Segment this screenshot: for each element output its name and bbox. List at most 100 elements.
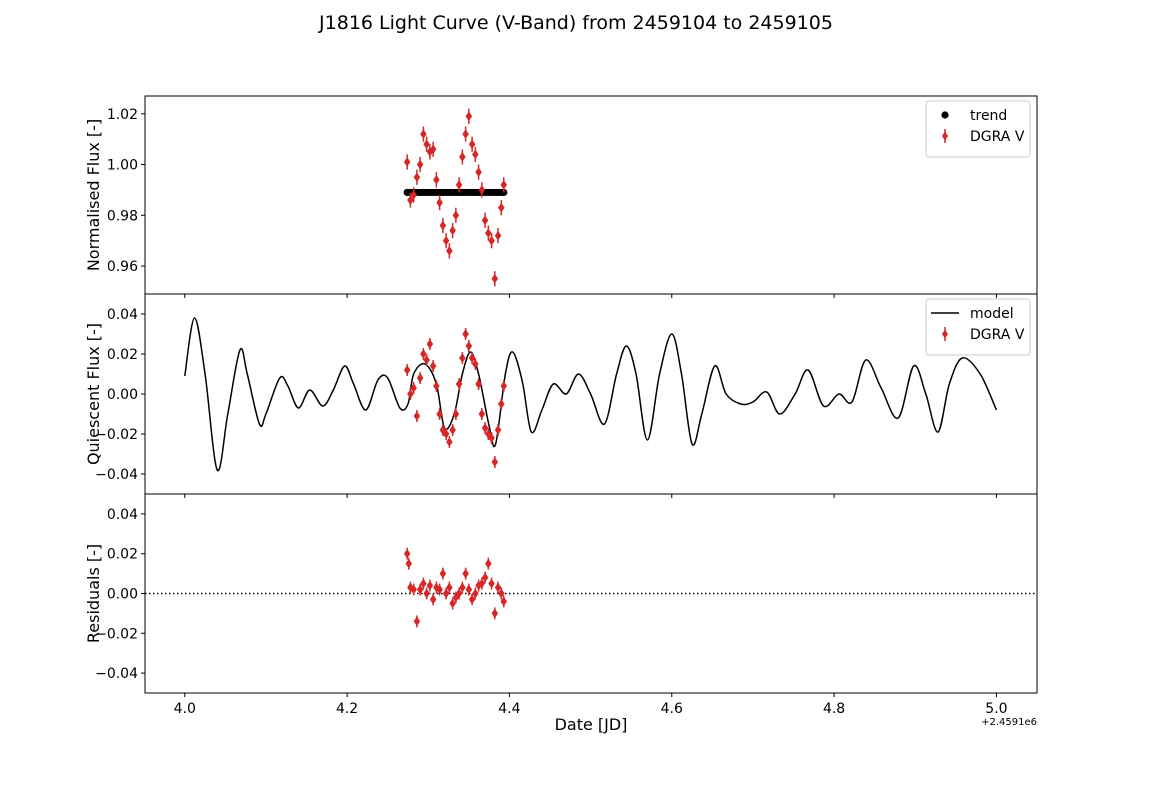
data-point <box>416 373 424 383</box>
top-ylabel: Normalised Flux [-] <box>84 119 103 271</box>
middle-ytick-label: 0.02 <box>107 347 138 363</box>
data-point <box>475 167 482 178</box>
data-point <box>481 572 489 583</box>
middle-ytick-label: −0.04 <box>95 467 138 483</box>
data-point <box>498 399 505 409</box>
data-point <box>481 215 489 226</box>
data-point <box>452 409 460 419</box>
data-point <box>494 230 502 241</box>
data-point <box>416 159 424 170</box>
middle-ytick-label: 0.00 <box>107 387 138 403</box>
bottom-ytick-label: −0.04 <box>95 666 138 682</box>
xtick-label: 4.6 <box>661 701 683 717</box>
data-point <box>405 558 413 569</box>
top-ytick-label: 0.96 <box>107 259 138 275</box>
data-point <box>413 616 421 627</box>
xtick-label: 5.0 <box>985 701 1007 717</box>
data-point <box>475 379 482 389</box>
data-point <box>429 594 437 605</box>
data-point <box>485 558 492 569</box>
data-point <box>465 341 473 351</box>
xtick-label: 4.2 <box>336 701 358 717</box>
data-point <box>468 139 476 150</box>
data-point <box>459 353 466 363</box>
legend-trend-marker <box>941 111 949 119</box>
data-point <box>472 588 479 599</box>
data-point <box>488 433 495 443</box>
data-point <box>423 588 430 599</box>
data-point <box>500 596 508 607</box>
data-point <box>413 411 421 421</box>
data-point <box>403 157 411 167</box>
data-point <box>491 608 499 619</box>
data-point <box>462 329 469 339</box>
data-point <box>426 339 434 349</box>
data-point <box>433 174 440 185</box>
data-point <box>429 361 437 371</box>
data-point <box>420 578 427 589</box>
top-legend <box>925 100 1031 158</box>
data-point <box>442 429 450 439</box>
data-point <box>455 588 463 599</box>
data-point <box>465 584 473 595</box>
data-point <box>468 353 476 363</box>
data-point <box>455 179 463 190</box>
legend-dgra-v-marker <box>942 131 948 141</box>
data-point <box>488 578 495 589</box>
figure-title: J1816 Light Curve (V-Band) from 2459104 … <box>319 12 833 34</box>
data-point <box>449 225 456 236</box>
data-point <box>500 381 508 391</box>
data-point <box>481 423 489 433</box>
top-ytick-label: 0.98 <box>107 208 138 224</box>
x-axis-offset-text: +2.4591e6 <box>981 717 1037 728</box>
data-point <box>468 594 476 605</box>
bottom-ytick-label: 0.02 <box>107 547 138 563</box>
data-point <box>410 383 417 393</box>
data-point <box>478 184 486 195</box>
legend-label: DGRA V <box>970 129 1025 145</box>
data-point <box>433 381 440 391</box>
data-point <box>439 220 447 231</box>
bottom-ylabel: Residuals [-] <box>84 544 103 643</box>
data-point <box>459 151 466 162</box>
data-point <box>420 129 427 140</box>
data-point <box>494 582 502 593</box>
xtick-label: 4.0 <box>174 701 196 717</box>
bottom-dgra-v-series <box>403 547 508 628</box>
middle-ylabel: Quiescent Flux [-] <box>84 323 103 465</box>
data-point <box>442 235 450 246</box>
data-point <box>472 149 479 160</box>
bottom-ytick-label: −0.02 <box>95 626 138 642</box>
top-dgra-v-series <box>403 108 508 287</box>
top-ytick-label: 1.02 <box>107 107 138 123</box>
data-point <box>491 273 499 284</box>
data-point <box>449 425 456 435</box>
xtick-label: 4.4 <box>498 701 520 717</box>
data-point <box>478 578 486 589</box>
data-point <box>491 457 499 467</box>
data-point <box>462 568 469 579</box>
data-point <box>410 584 417 595</box>
data-point <box>407 582 414 593</box>
middle-ytick-label: 0.04 <box>107 307 138 323</box>
x-axis-label: Date [JD] <box>555 715 628 734</box>
data-point <box>423 355 430 365</box>
data-point <box>462 129 469 140</box>
data-point <box>488 235 495 246</box>
data-point <box>498 202 505 213</box>
data-point <box>485 228 492 239</box>
middle-ytick-label: −0.02 <box>95 427 138 443</box>
data-point <box>410 190 417 200</box>
data-point <box>416 584 424 595</box>
top-ytick-label: 1.00 <box>107 158 138 174</box>
bottom-ytick-label: 0.00 <box>107 587 138 603</box>
data-point <box>494 425 502 435</box>
data-point <box>465 111 473 122</box>
data-point <box>446 245 453 256</box>
data-point <box>472 359 479 369</box>
data-point <box>459 582 466 593</box>
data-point <box>426 580 434 591</box>
data-point <box>478 409 486 419</box>
data-point <box>429 144 437 155</box>
